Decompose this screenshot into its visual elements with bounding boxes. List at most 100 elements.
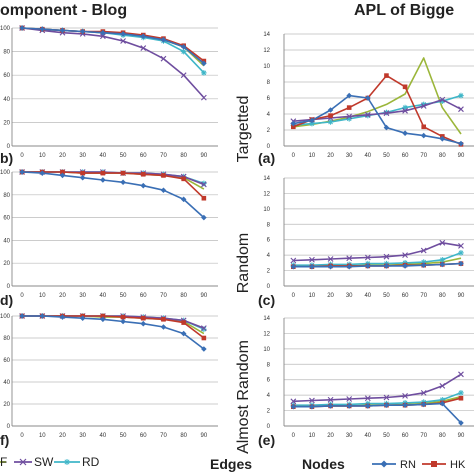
series-line-hk-a <box>293 74 462 146</box>
x-tick-label-f: 20 <box>59 433 66 439</box>
series-line-rd-f <box>22 315 205 330</box>
y-tick-label-d: 80 <box>3 193 10 199</box>
x-tick-label-a: 80 <box>439 153 446 159</box>
point-hk-a <box>402 84 408 90</box>
point-sw-a <box>439 96 446 103</box>
y-tick-label-a: 6 <box>267 96 271 102</box>
point-rd-d <box>201 180 207 187</box>
series-line-rn-e <box>293 402 462 424</box>
x-tick-label-b: 60 <box>140 153 147 159</box>
x-tick-label-b: 80 <box>180 153 187 159</box>
series-line-sw-c <box>293 242 462 262</box>
x-tick-label-b: 50 <box>120 153 127 159</box>
x-tick-label-d: 30 <box>79 293 86 299</box>
x-tick-label-e: 10 <box>309 433 316 439</box>
x-tick-label-c: 90 <box>458 293 465 299</box>
y-tick-label-f: 40 <box>3 380 10 386</box>
x-tick-label-e: 30 <box>346 433 353 439</box>
point-rn-a <box>327 107 334 113</box>
y-tick-label-a: 8 <box>267 80 271 86</box>
point-rd-a <box>420 101 427 108</box>
x-tick-label-f: 10 <box>39 433 46 439</box>
point-rn-f <box>19 313 25 319</box>
bottom-label-edges: Edges <box>210 456 253 472</box>
point-rn-a <box>383 124 390 131</box>
y-tick-label-f: 60 <box>3 358 10 364</box>
point-rn-a <box>420 132 427 139</box>
point-sw-a <box>383 110 390 117</box>
x-tick-label-c: 20 <box>327 293 334 299</box>
point-sw-c <box>383 253 390 260</box>
point-sw-c <box>420 247 427 254</box>
point-rn-e <box>309 403 315 410</box>
x-tick-label-b: 30 <box>79 153 86 159</box>
y-tick-label-a: 10 <box>263 64 270 70</box>
y-tick-label-f: 80 <box>3 336 10 342</box>
x-tick-label-d: 90 <box>201 293 208 299</box>
point-rn-e <box>290 403 297 410</box>
point-rn-a <box>309 117 315 124</box>
point-rd-c <box>402 260 408 266</box>
panel-letter-c: (c) <box>258 292 276 308</box>
point-rn-e <box>402 402 408 408</box>
point-rn-b <box>100 29 106 36</box>
point-rn-e <box>439 400 446 407</box>
point-rn-f <box>79 315 86 321</box>
point-rn-d <box>140 182 147 189</box>
y-tick-label-b: 20 <box>3 120 10 126</box>
y-tick-label-a: 4 <box>267 112 271 118</box>
x-tick-label-a: 60 <box>402 153 409 159</box>
x-tick-label-a: 70 <box>420 153 427 159</box>
point-sw-e <box>290 398 297 405</box>
point-hk-f <box>201 335 207 341</box>
point-rn-c <box>309 263 315 270</box>
legend-label-sw: SW <box>34 455 54 469</box>
point-sw-e <box>458 371 464 378</box>
point-hk-f <box>140 315 146 321</box>
x-tick-label-f: 70 <box>160 433 167 439</box>
y-tick-label-f: 20 <box>3 402 10 408</box>
x-tick-label-d: 40 <box>100 293 107 299</box>
point-sw-b <box>180 72 187 79</box>
x-tick-label-b: 40 <box>100 153 107 159</box>
point-hk-a <box>384 73 389 78</box>
point-sw-e <box>439 382 446 389</box>
point-rn-e <box>346 403 352 409</box>
point-rn-d <box>39 170 46 176</box>
point-rn-c <box>290 263 297 270</box>
x-tick-label-e: 50 <box>383 433 390 439</box>
x-tick-label-b: 70 <box>160 153 167 159</box>
y-tick-label-d: 40 <box>3 238 10 244</box>
x-tick-label-c: 0 <box>292 293 296 299</box>
point-sw-e <box>402 393 408 399</box>
point-hk-d <box>60 169 65 175</box>
x-tick-label-e: 80 <box>439 433 446 439</box>
point-hk-d <box>201 195 207 201</box>
y-tick-label-a: 14 <box>263 32 270 38</box>
legend-marker-rn <box>380 460 388 468</box>
series-line-rd-c <box>293 252 462 267</box>
point-sw-b <box>120 38 126 44</box>
point-rd-f <box>201 326 207 332</box>
series-line-rn-c <box>293 262 462 268</box>
x-tick-label-d: 80 <box>180 293 187 299</box>
x-tick-label-c: 30 <box>346 293 353 299</box>
point-sw-c <box>290 257 297 264</box>
point-sw-c <box>402 252 408 259</box>
point-hk-f <box>181 320 186 325</box>
x-tick-label-c: 10 <box>309 293 316 299</box>
point-hk-e <box>458 395 464 401</box>
point-rn-c <box>383 263 390 269</box>
point-rn-b <box>180 44 187 50</box>
legend-marker-rd <box>64 459 70 465</box>
x-tick-label-d: 70 <box>160 293 167 299</box>
x-tick-label-d: 60 <box>140 293 147 299</box>
x-tick-label-a: 40 <box>364 153 371 159</box>
x-tick-label-a: 30 <box>346 153 353 159</box>
y-tick-label-e: 4 <box>267 393 271 399</box>
series-line-rn-f <box>22 315 205 350</box>
x-tick-label-b: 20 <box>59 153 66 159</box>
y-tick-label-a: 0 <box>267 144 271 150</box>
y-tick-label-b: 100 <box>0 26 11 32</box>
legend-label-hk: HK <box>450 459 466 471</box>
